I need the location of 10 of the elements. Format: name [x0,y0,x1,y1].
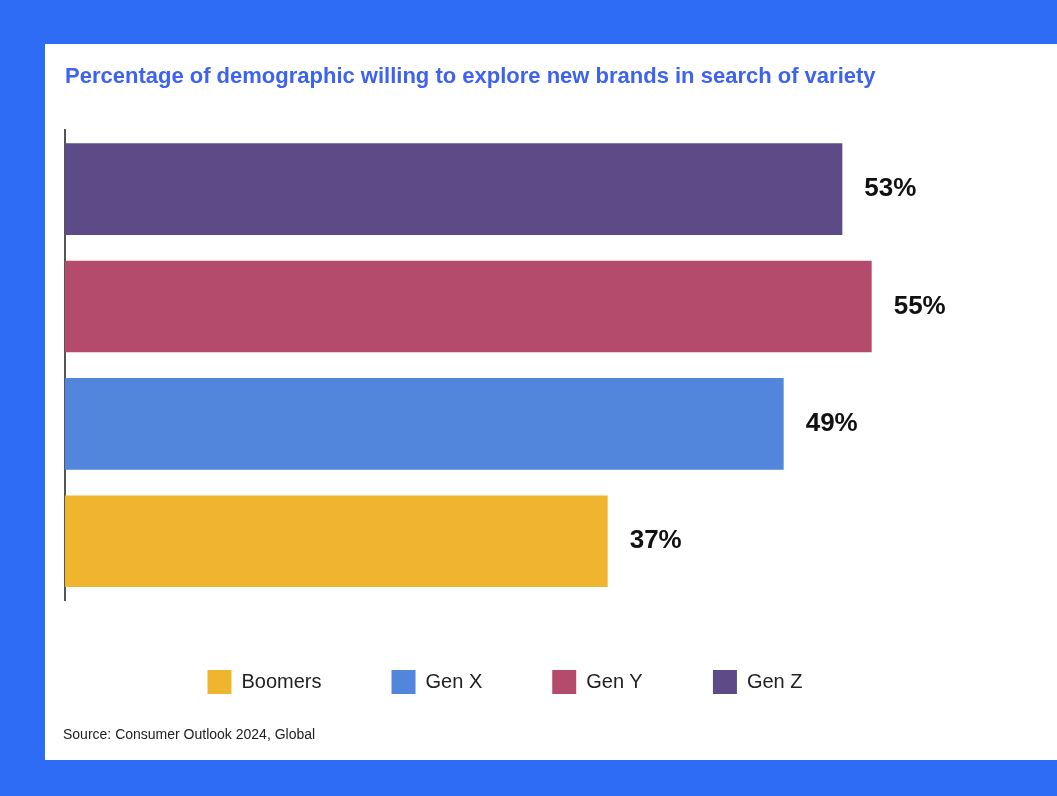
data-label: 53% [864,172,917,203]
legend-label: Gen X [425,669,483,692]
data-label: 37% [629,524,682,555]
data-label: 49% [805,407,858,438]
legend-label: Gen Z [746,669,803,692]
source-note: Source: Consumer Outlook 2024, Global [63,726,316,742]
legend-label: Gen Y [586,669,643,692]
legend-label: Boomers [241,669,322,692]
data-label: 55% [893,289,946,320]
chart-title: Percentage of demographic willing to explore new brands in search of variety [65,63,877,89]
